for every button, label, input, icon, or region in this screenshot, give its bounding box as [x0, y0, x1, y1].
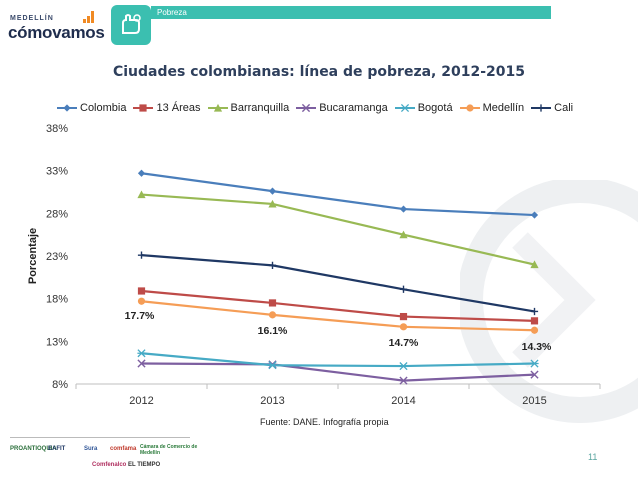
sponsor-logos: PROANTIOQUIA EAFIT Sura comfama Cámara d… [10, 440, 210, 478]
data-point-bucaramanga [137, 359, 146, 368]
chart-title: Ciudades colombianas: línea de pobreza, … [112, 64, 525, 80]
data-label: 16.1% [258, 325, 288, 337]
data-point-medellin [137, 297, 146, 305]
data-point-cali [399, 285, 408, 293]
section-tag: Pobreza [151, 6, 551, 19]
sponsor-logo: PROANTIOQUIA [10, 446, 57, 452]
x-tick-label: 2012 [129, 395, 153, 407]
legend-item: Bogotá [394, 102, 453, 114]
y-tick-label: 13% [46, 336, 68, 348]
legend-swatch [459, 104, 480, 112]
series-line-colombia [141, 172, 535, 217]
legend-marker [537, 104, 545, 112]
data-label: 14.7% [389, 337, 419, 349]
legend-item: 13 Áreas [132, 102, 201, 114]
sponsor-divider [10, 437, 190, 438]
sponsor-logo: Cámara de Comercio de Medellín [140, 444, 198, 456]
brand-logo-text: cómovamos [8, 23, 105, 42]
y-tick-label: 28% [46, 208, 68, 220]
header: MEDELLÍN cómovamos Pobreza [0, 0, 638, 55]
data-point-colombia [530, 211, 539, 219]
legend-label: Bucaramanga [319, 102, 388, 114]
page-number: 11 [588, 452, 598, 462]
data-point-colombia [268, 187, 277, 195]
source-note: Fuente: DANE. Infografía propia [260, 417, 389, 427]
sponsor-logo: Comfenalco [92, 462, 127, 468]
data-point-barranquilla [530, 260, 539, 269]
legend-marker [400, 103, 409, 113]
legend-swatch [207, 103, 228, 112]
data-point-barranquilla [399, 230, 408, 239]
pobreza-hand-icon [111, 5, 151, 45]
data-point-bucaramanga [530, 370, 539, 379]
series-line-cali [141, 254, 535, 313]
data-point-13-areas [268, 299, 277, 307]
legend-swatch [133, 104, 154, 112]
data-point-barranquilla [268, 199, 277, 208]
sponsor-logo: EAFIT [48, 446, 66, 452]
legend-item: Barranquilla [207, 102, 290, 114]
legend-swatch [57, 104, 77, 112]
series-line-medellin [141, 300, 535, 332]
legend-swatch [531, 104, 552, 112]
legend-label: Barranquilla [230, 102, 290, 114]
data-point-bogota [399, 362, 408, 371]
data-point-colombia [399, 205, 408, 213]
legend-label: Bogotá [417, 102, 453, 114]
data-point-cali [268, 261, 277, 269]
legend-marker [302, 103, 311, 113]
legend-label: Colombia [80, 102, 127, 114]
legend-item: Medellín [459, 102, 525, 114]
x-tick-label: 2015 [522, 395, 546, 407]
data-point-medellin [268, 311, 277, 319]
data-point-bogota [530, 359, 539, 368]
data-point-medellin [399, 323, 408, 331]
legend-item: Cali [530, 102, 573, 114]
sponsor-logo: Sura [84, 446, 98, 452]
data-point-13-areas [530, 317, 539, 325]
x-tick-label: 2013 [260, 395, 284, 407]
data-point-colombia [137, 169, 146, 177]
data-point-13-areas [399, 312, 408, 321]
sponsor-logo: comfama [110, 446, 137, 452]
y-tick-label: 33% [46, 166, 68, 178]
bars-icon [83, 11, 97, 23]
sponsor-logo: EL TIEMPO [128, 462, 161, 468]
legend-swatch [296, 103, 317, 113]
legend-marker [213, 103, 222, 112]
data-point-medellin [530, 326, 539, 334]
data-point-bogota [137, 349, 146, 358]
legend-marker [139, 104, 148, 112]
series-line-bucaramanga [141, 362, 535, 382]
data-label: 14.3% [522, 341, 552, 353]
legend-label: Medellín [482, 102, 525, 114]
y-tick-label: 23% [46, 251, 68, 263]
data-point-cali [137, 251, 146, 259]
data-point-bucaramanga [399, 376, 408, 385]
series-line-barranquilla [141, 193, 535, 266]
legend-item: Colombia [56, 102, 126, 114]
y-tick-label: 8% [52, 379, 68, 391]
data-point-cali [530, 307, 539, 316]
data-point-13-areas [137, 287, 146, 295]
legend-label: 13 Áreas [156, 102, 201, 114]
data-label: 17.7% [125, 310, 155, 322]
chart-legend: Colombia 13 Áreas Barranquilla Bucaramanga B… [56, 100, 579, 116]
y-tick-label: 38% [46, 123, 68, 135]
legend-swatch [394, 103, 415, 113]
legend-item: Bucaramanga [295, 102, 388, 114]
x-tick-label: 2014 [391, 395, 415, 407]
y-tick-label: 18% [46, 294, 68, 306]
legend-marker [465, 104, 474, 112]
y-axis-title: Porcentaje [27, 228, 39, 284]
series-line-13-areas [141, 289, 535, 322]
legend-label: Cali [554, 102, 574, 114]
brand-city: MEDELLÍN [10, 15, 54, 22]
data-point-bogota [268, 361, 277, 370]
series-line-bogota [141, 352, 535, 368]
data-point-barranquilla [137, 190, 146, 199]
